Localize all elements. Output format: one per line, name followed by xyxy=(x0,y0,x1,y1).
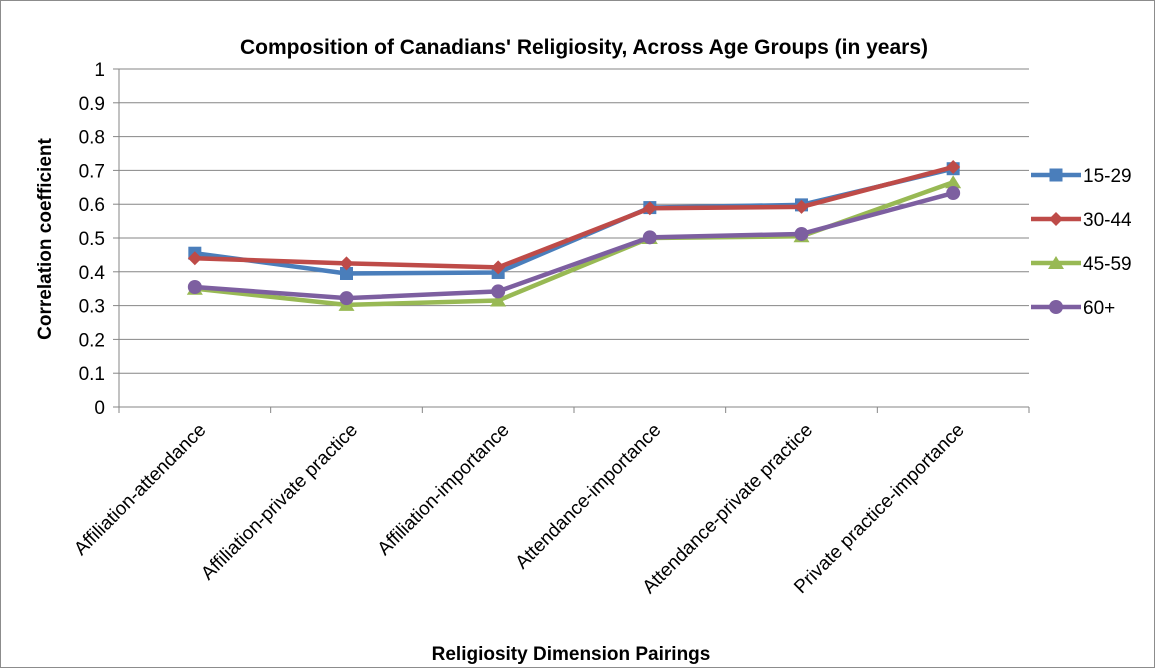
y-tick-label: 0.7 xyxy=(79,161,105,182)
legend-marker xyxy=(1049,212,1063,226)
data-point xyxy=(491,260,506,275)
series-line xyxy=(192,164,956,270)
data-point xyxy=(945,175,962,189)
y-tick-label: 0.3 xyxy=(79,297,105,318)
data-point xyxy=(946,186,961,201)
data-point xyxy=(490,293,507,307)
series-line xyxy=(192,179,956,308)
x-tick-label: Affiliation-attendance xyxy=(70,420,210,560)
legend-item: 45-59 xyxy=(1031,254,1132,275)
y-tick-label: 0 xyxy=(94,398,105,419)
series-60+ xyxy=(187,186,961,306)
y-tick-label: 0.2 xyxy=(79,330,105,351)
legend-marker xyxy=(1049,300,1063,314)
data-point xyxy=(946,160,961,175)
y-tick-label: 0.9 xyxy=(79,94,105,115)
x-axis-title: Religiosity Dimension Pairings xyxy=(432,644,711,665)
data-point xyxy=(794,199,809,214)
x-tick-label: Affiliation-importance xyxy=(374,420,514,560)
series-layer xyxy=(186,160,962,311)
series-line xyxy=(192,190,956,301)
legend-marker xyxy=(1049,168,1063,182)
y-tick-label: 0.1 xyxy=(79,364,105,385)
y-tick-label: 0.5 xyxy=(79,229,105,250)
y-tick-label: 1 xyxy=(94,60,105,81)
legend-label: 60+ xyxy=(1083,298,1115,319)
data-point xyxy=(187,251,202,266)
y-tick-label: 0.8 xyxy=(79,128,105,149)
x-tick-label: Private practice-importance xyxy=(790,420,968,598)
data-point xyxy=(491,284,506,299)
data-point xyxy=(339,256,354,271)
data-point xyxy=(642,230,657,245)
y-axis-title: Correlation coefficient xyxy=(35,138,56,340)
legend: 15-29 30-44 45-59 60+ xyxy=(1031,166,1132,319)
legend-item: 30-44 xyxy=(1031,210,1132,231)
legend-label: 30-44 xyxy=(1083,210,1132,231)
legend-label: 45-59 xyxy=(1083,254,1132,275)
y-tick-label: 0.4 xyxy=(79,263,106,284)
x-tick-label: Attendance-importance xyxy=(512,420,666,574)
series-30-44 xyxy=(187,160,961,275)
data-point xyxy=(339,291,354,306)
x-tick-label: Attendance-private practice xyxy=(639,420,817,598)
y-axis-ticks: 0 0.1 0.2 0.3 0.4 0.5 0.6 0.7 0.8 0.9 1 xyxy=(79,60,119,419)
y-tick-label: 0.6 xyxy=(79,195,105,216)
legend-item: 15-29 xyxy=(1031,166,1132,187)
x-tick-label: Affiliation-private practice xyxy=(197,420,362,585)
chart-title: Composition of Canadians' Religiosity, A… xyxy=(240,36,928,59)
legend-label: 15-29 xyxy=(1083,166,1132,187)
data-point xyxy=(794,226,809,241)
legend-marker xyxy=(1048,256,1064,269)
data-point xyxy=(187,280,202,295)
data-point xyxy=(340,266,353,280)
x-axis-ticks: Affiliation-attendanceAffiliation-privat… xyxy=(70,407,1030,598)
data-point xyxy=(642,201,657,216)
legend-item: 60+ xyxy=(1031,298,1115,319)
